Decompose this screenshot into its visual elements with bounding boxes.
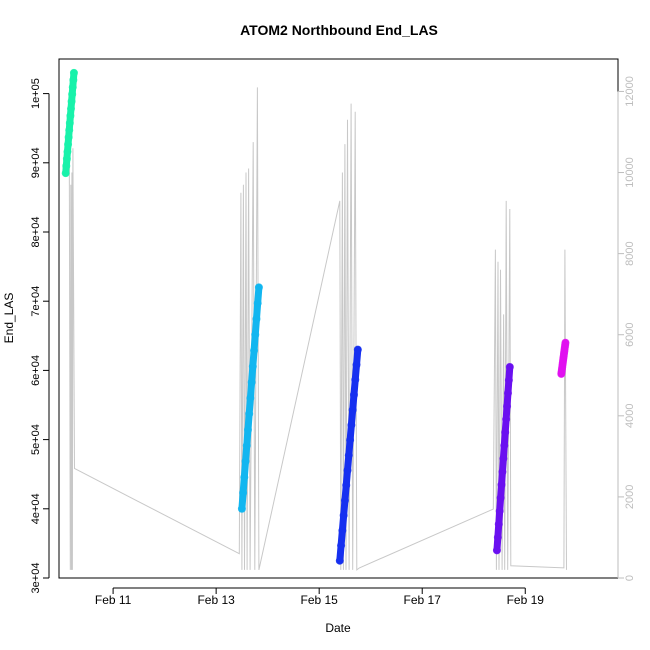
series-point	[352, 360, 361, 369]
left-tick-label: 7e+04	[30, 286, 42, 317]
series-point	[240, 473, 249, 482]
series-point	[251, 330, 260, 339]
series-point	[338, 526, 347, 535]
series-point	[62, 154, 71, 163]
chart-title: ATOM2 Northbound End_LAS	[240, 22, 438, 38]
right-tick-label: 12000	[624, 76, 636, 107]
series-point	[494, 520, 503, 529]
series-point	[66, 104, 75, 113]
series-point	[502, 415, 511, 424]
series-point	[237, 504, 246, 513]
series-point	[499, 454, 508, 463]
series-point	[64, 133, 73, 142]
series-point	[248, 362, 257, 371]
series-point	[353, 345, 362, 354]
series-point	[241, 457, 250, 466]
series-point	[492, 546, 501, 555]
right-tick-label: 6000	[624, 322, 636, 346]
right-y-axis: 0 2000 4000 6000 8000 10000 12000	[617, 76, 636, 581]
series-point	[65, 126, 74, 135]
right-tick-label: 4000	[624, 404, 636, 428]
series-point	[243, 425, 252, 434]
right-tick-label: 2000	[624, 485, 636, 509]
series-1	[61, 68, 78, 178]
series-point	[493, 533, 502, 542]
right-tick-label: 10000	[624, 157, 636, 188]
series-point	[247, 378, 256, 387]
series-3	[335, 345, 362, 565]
series-point	[69, 76, 78, 85]
x-tick-label: Feb 19	[507, 593, 545, 607]
series-point	[246, 394, 255, 403]
series-point	[66, 111, 75, 120]
series-layer	[61, 68, 570, 565]
series-point	[337, 541, 346, 550]
background-series	[68, 87, 567, 571]
series-point	[343, 466, 352, 475]
background-series-line	[68, 87, 567, 571]
series-point	[344, 451, 353, 460]
series-point	[504, 376, 513, 385]
series-point	[503, 389, 512, 398]
series-point	[63, 147, 72, 156]
series-point	[245, 409, 254, 418]
left-tick-label: 4e+04	[30, 493, 42, 524]
series-point	[65, 119, 74, 128]
series-point	[500, 441, 509, 450]
left-tick-label: 9e+04	[30, 147, 42, 178]
left-y-axis: 3e+04 4e+04 5e+04 6e+04 7e+04 8e+04 9e+04 1e+05	[30, 78, 50, 594]
series-point	[349, 390, 358, 399]
series-point	[340, 496, 349, 505]
series-point	[62, 162, 71, 171]
left-tick-label: 5e+04	[30, 424, 42, 455]
x-tick-label: Feb 17	[404, 593, 442, 607]
series-point	[239, 488, 248, 497]
left-tick-label: 6e+04	[30, 355, 42, 386]
series-point	[250, 346, 259, 355]
series-point	[503, 402, 512, 411]
series-5	[557, 338, 570, 378]
series-2	[237, 283, 263, 513]
left-tick-label: 3e+04	[30, 563, 42, 594]
series-point	[496, 493, 505, 502]
series-point	[253, 299, 262, 308]
series-point	[67, 97, 76, 106]
series-point	[505, 362, 514, 371]
x-axis: Feb 11 Feb 13 Feb 15 Feb 17 Feb 19	[95, 587, 545, 607]
series-point	[342, 481, 351, 490]
series-point	[561, 338, 570, 347]
series-point	[501, 428, 510, 437]
right-tick-label: 0	[624, 575, 636, 581]
series-point	[497, 480, 506, 489]
series-point	[339, 511, 348, 520]
series-point	[348, 405, 357, 414]
series-point	[347, 421, 356, 430]
series-point	[68, 90, 77, 99]
right-tick-label: 8000	[624, 241, 636, 265]
x-tick-label: Feb 11	[95, 593, 132, 607]
series-point	[495, 507, 504, 516]
series-point	[346, 436, 355, 445]
series-4	[492, 362, 514, 555]
series-point	[69, 68, 78, 77]
x-axis-label: Date	[325, 621, 351, 635]
series-point	[61, 169, 70, 178]
plot-frame	[58, 58, 619, 579]
x-tick-label: Feb 15	[301, 593, 339, 607]
series-point	[68, 83, 77, 92]
left-tick-label: 1e+05	[30, 78, 42, 109]
series-point	[252, 314, 261, 323]
series-point	[498, 467, 507, 476]
series-point	[64, 140, 73, 149]
series-point	[254, 283, 263, 292]
series-point	[351, 375, 360, 384]
series-point	[335, 556, 344, 565]
y-axis-label: End_LAS	[2, 293, 16, 344]
left-tick-label: 8e+04	[30, 217, 42, 248]
x-tick-label: Feb 13	[197, 593, 235, 607]
series-point	[242, 441, 251, 450]
